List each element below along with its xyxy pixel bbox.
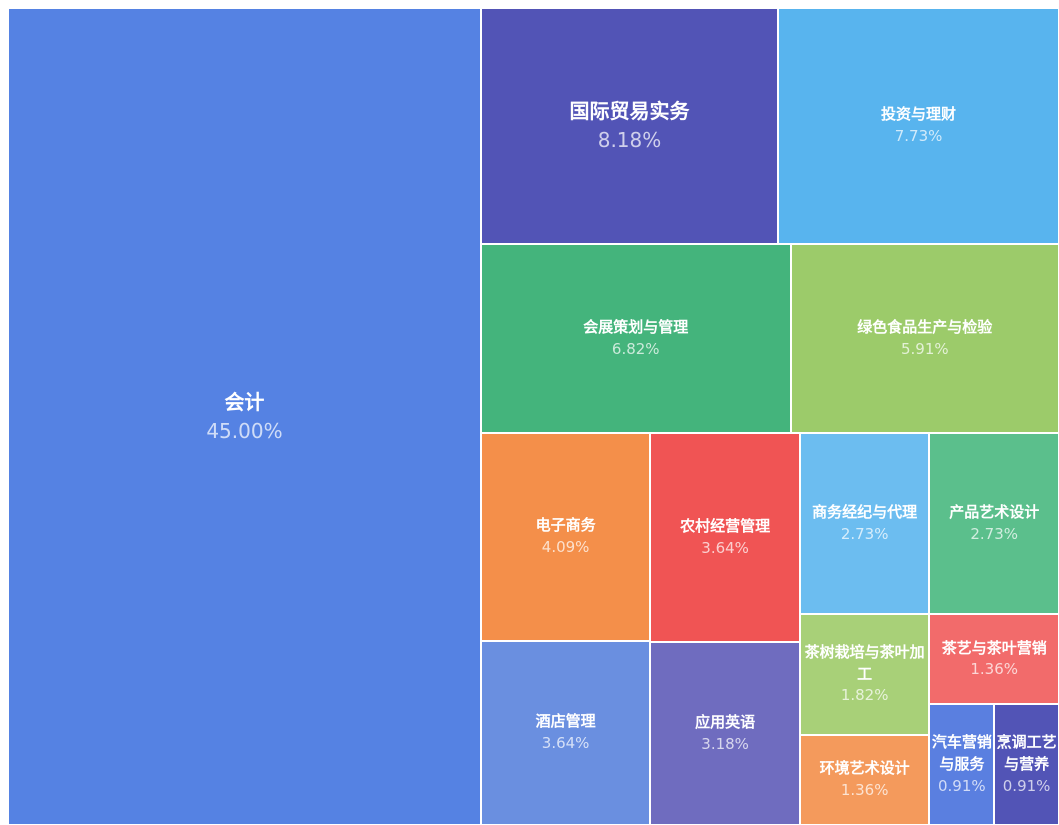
cell-value: 3.64%	[541, 733, 590, 752]
cell-value: 2.73%	[970, 524, 1019, 543]
cell-label: 绿色食品生产与检验	[857, 318, 993, 337]
cell-value: 45.00%	[206, 418, 283, 443]
treemap-cell: 商务经纪与代理 2.73%	[799, 433, 930, 615]
cell-label: 国际贸易实务	[569, 99, 690, 124]
cell-value: 1.82%	[840, 686, 889, 705]
treemap-cell: 农村经营管理 3.64%	[650, 433, 800, 643]
treemap-cell: 绿色食品生产与检验 5.91%	[790, 244, 1059, 434]
treemap-cell: 酒店管理 3.64%	[480, 640, 651, 825]
cell-label: 环境艺术设计	[819, 759, 910, 778]
cell-value: 5.91%	[900, 339, 949, 358]
cell-label: 会计	[224, 389, 265, 414]
cell-label: 应用英语	[695, 712, 756, 731]
cell-label: 茶艺与茶叶营销	[941, 638, 1047, 657]
cell-value: 1.36%	[970, 660, 1019, 679]
cell-label: 烹调工艺与营养	[996, 733, 1057, 773]
cell-label: 茶树栽培与茶叶加工	[804, 642, 925, 683]
cell-label: 农村经营管理	[680, 517, 771, 536]
treemap-cell: 电子商务 4.09%	[480, 433, 651, 641]
treemap-cell: 会展策划与管理 6.82%	[480, 244, 791, 434]
cell-label: 会展策划与管理	[583, 318, 689, 337]
cell-value: 3.18%	[701, 734, 749, 753]
cell-label: 投资与理财	[881, 105, 957, 124]
treemap-cell: 环境艺术设计 1.36%	[799, 734, 930, 825]
cell-value: 3.64%	[701, 538, 749, 557]
cell-value: 7.73%	[894, 127, 943, 146]
cell-label: 电子商务	[535, 516, 596, 535]
cell-label: 产品艺术设计	[949, 503, 1040, 522]
cell-label: 商务经纪与代理	[812, 503, 918, 522]
treemap-cell: 会计 45.00%	[8, 8, 481, 825]
cell-value: 6.82%	[611, 339, 660, 358]
treemap-cell: 茶艺与茶叶营销 1.36%	[929, 614, 1059, 705]
cell-label: 汽车营销与服务	[931, 733, 992, 773]
cell-value: 8.18%	[597, 128, 662, 153]
treemap-cell: 投资与理财 7.73%	[778, 8, 1059, 245]
treemap-cell: 汽车营销与服务 0.91%	[929, 704, 995, 825]
cell-value: 1.36%	[840, 780, 889, 799]
treemap-cell: 应用英语 3.18%	[650, 642, 800, 825]
treemap-cell: 烹调工艺与营养 0.91%	[994, 704, 1059, 825]
cell-value: 4.09%	[541, 537, 590, 556]
cell-label: 酒店管理	[535, 712, 596, 731]
cell-value: 0.91%	[1002, 776, 1051, 795]
treemap-cell: 国际贸易实务 8.18%	[480, 8, 779, 245]
treemap-cell: 茶树栽培与茶叶加工 1.82%	[799, 614, 930, 735]
cell-value: 2.73%	[840, 524, 889, 543]
treemap-cell: 产品艺术设计 2.73%	[929, 433, 1059, 615]
cell-value: 0.91%	[937, 776, 986, 795]
